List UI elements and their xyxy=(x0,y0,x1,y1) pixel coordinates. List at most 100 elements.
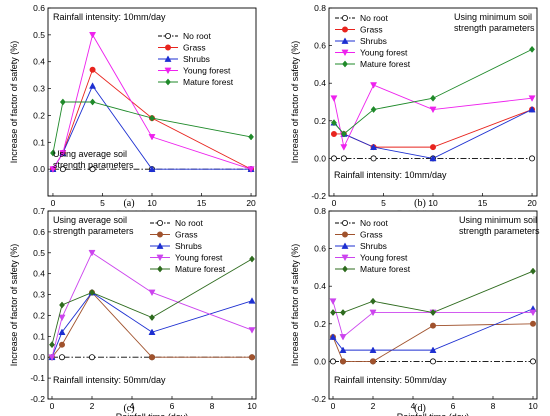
data-point xyxy=(330,130,337,137)
data-point xyxy=(370,106,377,114)
annotation-text: strength parameters xyxy=(454,23,535,33)
data-point xyxy=(429,144,436,151)
series-mature-forest xyxy=(49,255,255,349)
legend-marker xyxy=(342,60,348,68)
y-tick-label: 0.1 xyxy=(33,137,45,147)
legend-marker xyxy=(341,242,349,249)
legend-label: Grass xyxy=(360,25,383,35)
data-point xyxy=(148,134,156,141)
data-point xyxy=(59,166,66,173)
plot-frame xyxy=(47,210,257,400)
series-young-forest xyxy=(49,32,255,173)
x-tick-label: 15 xyxy=(478,198,488,208)
y-tick-label: 0.4 xyxy=(314,281,326,291)
data-point xyxy=(429,346,437,353)
data-point xyxy=(429,322,436,329)
legend-marker xyxy=(156,254,164,262)
panel-label: (c) xyxy=(123,403,134,414)
y-tick-label: 0.2 xyxy=(33,310,45,320)
x-tick-label: 4 xyxy=(411,401,416,411)
y-tick-label: 0.5 xyxy=(33,30,45,40)
legend-label: Grass xyxy=(183,43,206,53)
series-mature-forest xyxy=(331,45,535,138)
x-tick-label: 0 xyxy=(50,401,55,411)
y-tick-label: 0.2 xyxy=(314,319,326,329)
x-tick-label: 0 xyxy=(332,198,337,208)
data-point xyxy=(59,98,66,106)
y-axis-title: Increase of factor of safety (%) xyxy=(9,244,19,367)
data-point xyxy=(529,309,537,317)
data-point xyxy=(58,328,66,336)
data-point xyxy=(247,166,255,173)
legend-marker xyxy=(341,26,348,33)
y-tick-label: 0.6 xyxy=(33,227,45,237)
y-tick-label: 0.0 xyxy=(314,356,326,366)
data-point xyxy=(89,82,97,89)
data-point xyxy=(329,358,336,365)
data-point xyxy=(148,354,155,361)
data-point xyxy=(89,166,96,173)
data-point xyxy=(370,297,376,305)
x-tick-label: 8 xyxy=(210,401,215,411)
data-point xyxy=(331,119,337,127)
legend-marker xyxy=(156,219,163,226)
data-point xyxy=(248,327,256,334)
data-point xyxy=(429,358,436,365)
data-point xyxy=(88,249,96,257)
data-point xyxy=(530,267,536,275)
legend-marker xyxy=(165,78,171,86)
x-tick-label: 5 xyxy=(100,198,105,208)
y-tick-label: 0.6 xyxy=(314,41,326,51)
data-point xyxy=(529,155,536,162)
chart-panel-d: 0 2 4 6 8 10 -0.2 0.0 0.2 0.4 0.6 0.8 Rainfall time … xyxy=(290,206,540,416)
x-tick-label: 10 xyxy=(428,198,438,208)
y-tick-label: 0.2 xyxy=(33,110,45,120)
legend-label: Shrubs xyxy=(183,54,210,64)
x-tick-label: 15 xyxy=(197,198,207,208)
y-tick-label: 0.6 xyxy=(314,244,326,254)
x-tick-label: 6 xyxy=(451,401,456,411)
data-point xyxy=(49,166,57,173)
legend-marker xyxy=(164,55,172,62)
legend-label: Mature forest xyxy=(183,77,234,87)
legend-marker xyxy=(341,231,348,238)
data-point xyxy=(369,309,377,317)
legend-label: Shrubs xyxy=(175,241,202,251)
data-point xyxy=(370,143,378,150)
x-tick-label: 5 xyxy=(381,198,386,208)
data-point xyxy=(89,288,95,296)
data-point xyxy=(340,155,347,162)
x-tick-label: 20 xyxy=(527,198,537,208)
data-point xyxy=(330,95,338,102)
panel-label: (a) xyxy=(123,198,134,209)
data-point xyxy=(329,333,337,340)
annotation-text: strength parameters xyxy=(53,160,134,170)
legend-marker xyxy=(341,254,349,262)
x-tick-label: 10 xyxy=(528,401,538,411)
y-tick-label: 0.5 xyxy=(33,248,45,258)
legend-label: Mature forest xyxy=(360,264,411,274)
y-tick-label: -0.1 xyxy=(30,373,45,383)
annotation-text: Using average soil xyxy=(53,215,127,225)
y-tick-label: -0.2 xyxy=(311,394,326,404)
data-point xyxy=(369,346,377,353)
legend-marker xyxy=(341,37,349,44)
x-tick-label: 6 xyxy=(170,401,175,411)
data-point xyxy=(340,309,346,317)
legend-marker xyxy=(164,33,171,40)
data-point xyxy=(329,298,337,305)
data-point xyxy=(529,45,535,53)
data-point xyxy=(50,149,56,157)
data-point xyxy=(430,94,436,102)
legend-label: Shrubs xyxy=(360,241,387,251)
y-tick-label: 0.2 xyxy=(314,116,326,126)
legend-label: Grass xyxy=(175,230,198,240)
y-tick-label: 0.0 xyxy=(314,153,326,163)
legend-marker xyxy=(164,67,172,75)
annotation-text: Using average soil xyxy=(53,149,127,159)
data-point xyxy=(528,95,536,102)
y-tick-label: 0.3 xyxy=(33,290,45,300)
x-tick-label: 4 xyxy=(130,401,135,411)
